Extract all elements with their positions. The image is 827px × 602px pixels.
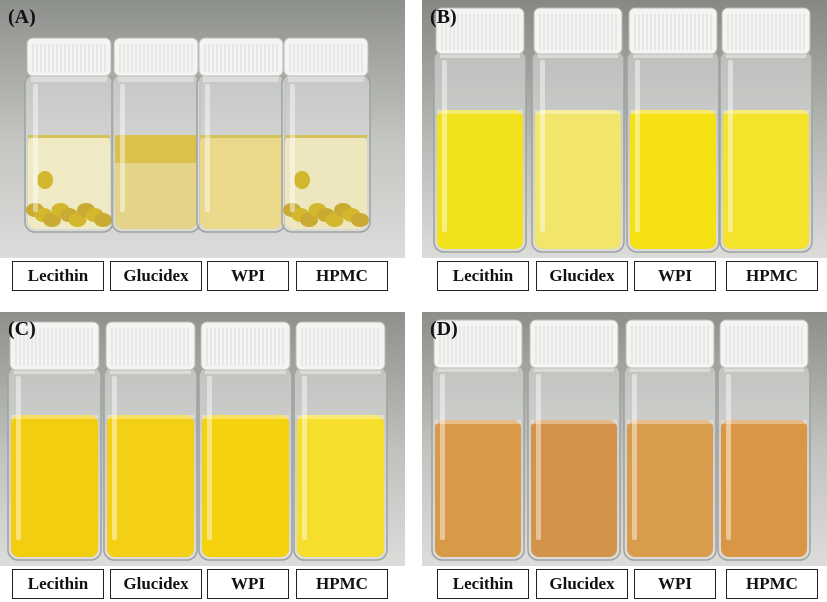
label-glucidex-d: Glucidex xyxy=(536,569,628,599)
label-hpmc-b: HPMC xyxy=(726,261,818,291)
liquid-hpmc xyxy=(721,420,807,557)
photo-panel-d: (D) xyxy=(422,312,827,566)
label-glucidex-c: Glucidex xyxy=(110,569,202,599)
vial-cap xyxy=(721,7,811,55)
label-hpmc-d: HPMC xyxy=(726,569,818,599)
vial-cap xyxy=(295,321,386,371)
liquid-wpi xyxy=(200,135,282,229)
vial-cap xyxy=(105,321,196,371)
liquid-wpi xyxy=(630,110,716,249)
vial-wpi xyxy=(626,7,720,253)
liquid-hpmc xyxy=(723,110,809,249)
label-lecithin-d: Lecithin xyxy=(437,569,529,599)
vials-photo-c xyxy=(0,312,405,566)
label-glucidex-a: Glucidex xyxy=(110,261,202,291)
liquid-lecithin xyxy=(11,415,98,557)
vial-cap xyxy=(113,37,199,77)
label-wpi-b: WPI xyxy=(634,261,716,291)
liquid-hpmc xyxy=(297,415,384,557)
vial-hpmc xyxy=(281,37,371,233)
photo-panel-c: (C) xyxy=(0,312,405,566)
liquid-wpi xyxy=(627,420,713,557)
vial-wpi xyxy=(196,37,286,233)
panel-letter-c: (C) xyxy=(8,318,36,340)
liquid-wpi xyxy=(202,415,289,557)
vial-cap xyxy=(435,7,525,55)
vial-hpmc xyxy=(717,319,811,561)
liquid-glucidex xyxy=(535,110,621,249)
vial-cap xyxy=(625,319,715,369)
label-hpmc-c: HPMC xyxy=(296,569,388,599)
vial-lecithin xyxy=(433,7,527,253)
label-wpi-a: WPI xyxy=(207,261,289,291)
label-hpmc-a: HPMC xyxy=(296,261,388,291)
label-lecithin-a: Lecithin xyxy=(12,261,104,291)
vial-cap xyxy=(283,37,369,77)
label-lecithin-c: Lecithin xyxy=(12,569,104,599)
label-wpi-c: WPI xyxy=(207,569,289,599)
vials-photo-a xyxy=(0,0,405,258)
vials-photo-b xyxy=(422,0,827,258)
label-glucidex-b: Glucidex xyxy=(536,261,628,291)
vial-cap xyxy=(9,321,100,371)
vial-glucidex xyxy=(111,37,201,233)
vial-cap xyxy=(198,37,284,77)
liquid-glucidex xyxy=(531,420,617,557)
vial-hpmc xyxy=(719,7,813,253)
vial-glucidex xyxy=(531,7,625,253)
vial-wpi xyxy=(623,319,717,561)
label-lecithin-b: Lecithin xyxy=(437,261,529,291)
vial-lecithin xyxy=(7,321,102,561)
panel-letter-d: (D) xyxy=(430,318,458,340)
vial-cap xyxy=(26,37,112,77)
vial-lecithin xyxy=(24,37,114,233)
panel-letter-a: (A) xyxy=(8,6,36,28)
photo-panel-a: (A) xyxy=(0,0,405,258)
vial-hpmc xyxy=(293,321,388,561)
vial-wpi xyxy=(198,321,293,561)
vial-cap xyxy=(628,7,718,55)
vial-lecithin xyxy=(431,319,525,561)
liquid-lecithin xyxy=(435,420,521,557)
vial-cap xyxy=(200,321,291,371)
photo-panel-b: (B) xyxy=(422,0,827,258)
vial-cap xyxy=(529,319,619,369)
vials-photo-d xyxy=(422,312,827,566)
panel-letter-b: (B) xyxy=(430,6,457,28)
vial-cap xyxy=(533,7,623,55)
vial-cap xyxy=(719,319,809,369)
vial-glucidex xyxy=(527,319,621,561)
label-wpi-d: WPI xyxy=(634,569,716,599)
liquid-lecithin xyxy=(437,110,523,249)
vial-cap xyxy=(433,319,523,369)
liquid-glucidex xyxy=(107,415,194,557)
vial-glucidex xyxy=(103,321,198,561)
